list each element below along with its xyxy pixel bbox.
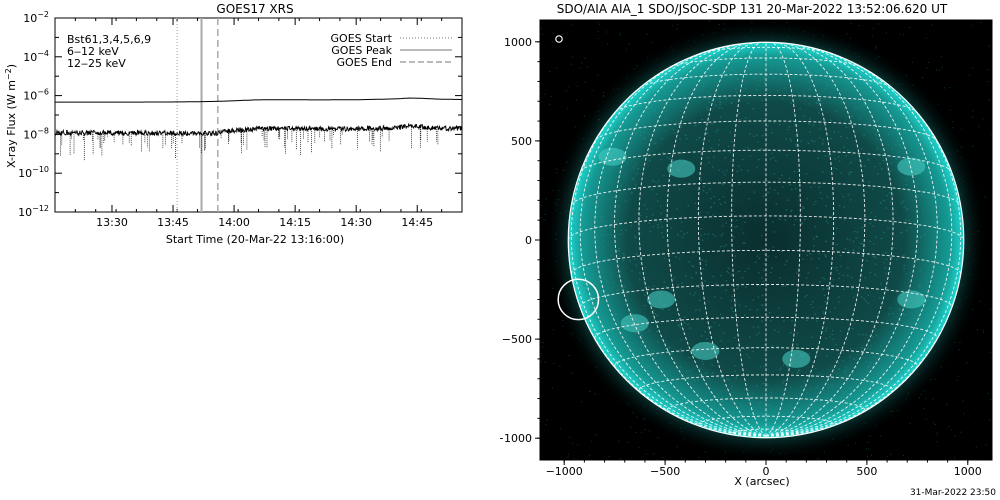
aia-x-tick-label: 500 bbox=[856, 465, 877, 478]
aia-legend-marker bbox=[555, 35, 563, 43]
aia-active-region bbox=[897, 290, 926, 309]
goes-x-axis-label: Start Time (20-Mar-22 13:16:00) bbox=[166, 233, 344, 246]
aia-x-tick-label: 0 bbox=[763, 465, 770, 478]
goes-legend-right-item: GOES Peak bbox=[331, 44, 392, 57]
goes-x-tick-label: 13:45 bbox=[157, 216, 189, 229]
goes-y-tick-label: 10−2 bbox=[23, 10, 49, 25]
goes-legend-right-item: GOES End bbox=[336, 56, 392, 69]
goes-y-tick-label: 10−4 bbox=[23, 49, 49, 64]
goes-xrs-chart: GOES17 XRS 10−2 10−4 10−6 10−8 10−10 10−12 13:… bbox=[4, 2, 463, 246]
goes-legend-left-item: 12‒25 keV bbox=[67, 57, 126, 70]
aia-active-region bbox=[647, 290, 676, 309]
goes-x-tick-label: 14:00 bbox=[218, 216, 250, 229]
aia-x-axis-label: X (arcsec) bbox=[734, 475, 789, 488]
goes-series-long bbox=[55, 97, 462, 103]
aia-heliographic-grid bbox=[568, 42, 964, 437]
goes-legend-right-item: GOES Start bbox=[331, 32, 393, 45]
aia-x-tick-label: −500 bbox=[650, 465, 680, 478]
aia-chart-title: SDO/AIA AIA_1 SDO/JSOC-SDP 131 20-Mar-20… bbox=[557, 2, 948, 16]
aia-y-tick-label: −500 bbox=[502, 333, 532, 346]
aia-x-tick-label: 1000 bbox=[954, 465, 982, 478]
goes-x-tick-label: 14:15 bbox=[279, 216, 311, 229]
aia-x-tick-label: −1000 bbox=[546, 465, 583, 478]
goes-series-short bbox=[54, 122, 463, 137]
goes-y-tick-label: 10−6 bbox=[23, 88, 49, 103]
aia-image-chart: SDO/AIA AIA_1 SDO/JSOC-SDP 131 20-Mar-20… bbox=[500, 2, 993, 488]
aia-y-tick-label: 0 bbox=[525, 234, 532, 247]
aia-active-region bbox=[691, 341, 720, 360]
goes-y-tick-label: 10−8 bbox=[23, 126, 49, 141]
goes-y-axis-label: X-ray Flux (W m−2) bbox=[4, 64, 18, 168]
aia-flare-marker bbox=[557, 278, 600, 321]
goes-x-tick-label: 13:30 bbox=[96, 216, 128, 229]
aia-legend-label: AIA flare location bbox=[567, 33, 661, 46]
aia-y-tick-label: 500 bbox=[511, 135, 532, 148]
goes-series-short-dropouts bbox=[60, 125, 439, 161]
goes-y-tick-label: 10−12 bbox=[18, 204, 49, 219]
aia-active-region bbox=[667, 159, 696, 178]
goes-legend-left-item: 6‒12 keV bbox=[67, 45, 119, 58]
aia-y-tick-label: −1000 bbox=[500, 432, 532, 445]
aia-active-region bbox=[782, 349, 811, 368]
goes-x-tick-label: 14:45 bbox=[401, 216, 433, 229]
aia-active-region bbox=[620, 314, 649, 333]
goes-y-tick-label: 10−10 bbox=[18, 165, 49, 180]
footer-timestamp: 31-Mar-2022 23:50 bbox=[909, 488, 996, 498]
aia-disk-texture bbox=[571, 42, 964, 436]
aia-y-tick-label: 1000 bbox=[504, 36, 532, 49]
aia-active-region bbox=[897, 157, 926, 176]
goes-chart-title: GOES17 XRS bbox=[216, 2, 293, 16]
aia-limb-outline bbox=[567, 41, 965, 439]
goes-x-tick-label: 14:30 bbox=[340, 216, 372, 229]
goes-legend-left-item: Bst61,3,4,5,6,9 bbox=[67, 33, 151, 46]
